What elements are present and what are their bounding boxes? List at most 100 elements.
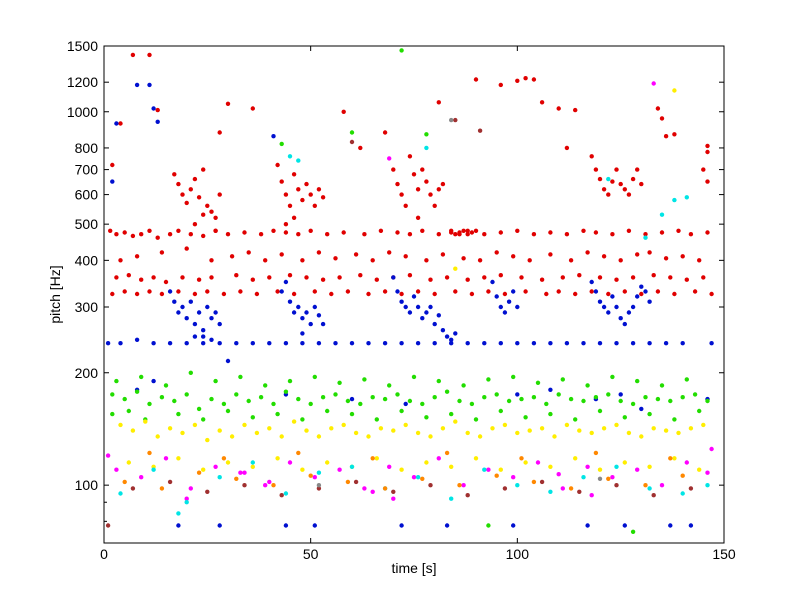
data-point (449, 228, 454, 233)
data-point (618, 258, 623, 263)
data-point (440, 426, 446, 431)
data-point (279, 434, 284, 439)
data-point (461, 256, 466, 261)
data-point (213, 310, 218, 315)
data-point (539, 479, 545, 485)
data-point (548, 387, 553, 392)
data-point (449, 411, 454, 417)
data-point (544, 401, 549, 407)
data-point (511, 374, 516, 380)
data-point (110, 179, 115, 184)
data-point (589, 493, 594, 498)
data-point (486, 523, 491, 528)
data-point (701, 167, 706, 172)
data-point (267, 275, 272, 280)
data-point (548, 230, 553, 235)
data-point (647, 486, 652, 491)
data-point (312, 475, 317, 480)
data-point (283, 341, 289, 346)
data-point (415, 215, 421, 220)
data-point (465, 228, 470, 233)
data-point (287, 273, 293, 278)
data-point (622, 460, 627, 465)
data-point (147, 52, 152, 58)
data-point (275, 456, 280, 461)
data-point (688, 486, 694, 491)
data-point (159, 291, 165, 297)
data-point (105, 341, 111, 346)
data-point (213, 464, 218, 469)
data-point (403, 304, 408, 310)
data-point (167, 232, 173, 237)
data-point (581, 341, 586, 346)
x-axis: 0 50 100 150 (100, 46, 736, 562)
data-point (176, 310, 181, 315)
data-point (647, 341, 652, 346)
data-point (643, 232, 648, 237)
data-point (304, 428, 309, 433)
data-point (556, 289, 561, 294)
data-point (432, 395, 437, 400)
data-point (709, 291, 714, 297)
data-point (573, 107, 578, 113)
data-point (217, 321, 222, 327)
data-point (589, 279, 594, 285)
data-point (688, 523, 694, 528)
y-axis: 100 200 300 400 500 600 700 800 1000 1200 1500 (67, 38, 724, 544)
data-point (498, 304, 503, 310)
data-point (482, 232, 487, 237)
data-point (444, 275, 450, 280)
data-point (568, 258, 574, 263)
data-point (283, 192, 289, 197)
data-point (581, 398, 586, 404)
data-point (130, 52, 136, 58)
data-point (287, 378, 293, 384)
data-point (279, 493, 284, 498)
data-point (432, 291, 437, 297)
data-point (387, 464, 392, 469)
data-point (287, 154, 293, 159)
data-point (697, 258, 702, 263)
data-point (680, 341, 685, 346)
data-point (263, 258, 268, 263)
data-point (643, 289, 648, 294)
data-point (110, 291, 115, 297)
data-point (622, 289, 627, 294)
data-point (134, 337, 140, 342)
data-point (283, 389, 289, 394)
data-point (167, 341, 173, 346)
data-point (382, 341, 388, 346)
data-point (461, 383, 466, 388)
data-point (403, 203, 408, 208)
data-point (345, 479, 351, 485)
data-point (316, 313, 322, 318)
data-point (147, 401, 152, 407)
data-point (325, 408, 330, 414)
data-point (209, 209, 214, 214)
data-point (663, 134, 669, 139)
data-point (325, 232, 330, 237)
data-point (610, 294, 615, 299)
data-point (333, 392, 338, 397)
data-point (494, 392, 499, 397)
data-point (436, 100, 441, 105)
data-point (159, 250, 165, 255)
data-point (312, 523, 317, 528)
data-point (523, 415, 528, 420)
data-point (420, 476, 425, 481)
data-point (403, 422, 408, 428)
data-point (440, 328, 446, 333)
data-point (250, 277, 255, 282)
data-point (701, 422, 706, 428)
data-point (606, 392, 611, 397)
data-point (118, 491, 123, 496)
data-point (196, 470, 202, 475)
data-point (643, 483, 648, 488)
data-point (473, 417, 479, 422)
data-point (192, 321, 198, 327)
data-point (663, 256, 669, 261)
data-point (399, 192, 404, 197)
data-point (630, 176, 636, 182)
data-point (184, 246, 189, 251)
data-point (548, 464, 553, 469)
